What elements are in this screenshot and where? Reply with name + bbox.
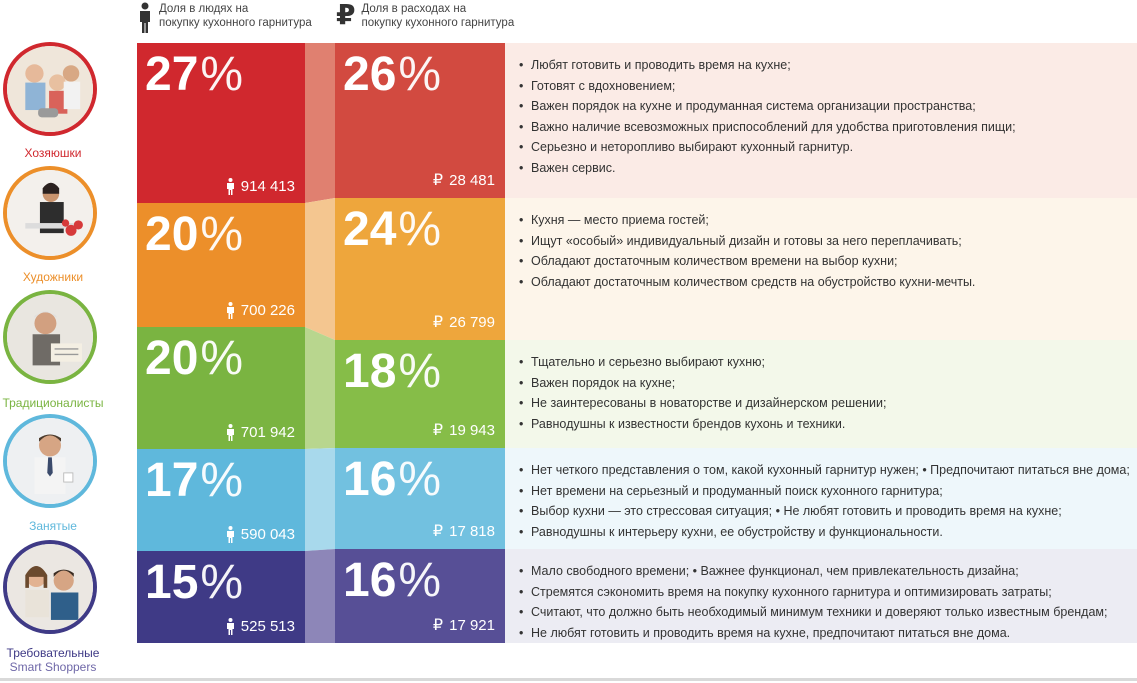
trait-item: Не заинтересованы в новаторстве и дизайн… <box>519 393 1127 414</box>
trait-item: Ищут «особый» индивидуальный дизайн и го… <box>519 231 1127 252</box>
connector-segment-2 <box>305 198 335 340</box>
trait-item: Серьезно и неторопливо выбирают кухонный… <box>519 137 1127 158</box>
connector-segment-4 <box>305 448 335 551</box>
spend-pct-artists: 24% <box>343 203 442 256</box>
spend-share-header: ₽ Доля в расходах на покупку кухонного г… <box>336 0 515 30</box>
people-pct-artists: 20% <box>145 208 244 261</box>
trait-item: Выбор кухни — это стрессовая ситуация; •… <box>519 501 1127 522</box>
elderly-man-reading-photo <box>7 294 93 380</box>
traits-busy: Нет четкого представления о том, какой к… <box>505 448 1137 549</box>
people-count-artists: 700 226 <box>226 302 295 319</box>
people-bar-smart-shoppers: 15% 525 513 <box>137 551 305 643</box>
connector-segment-1 <box>305 43 335 203</box>
people-pct-busy: 17% <box>145 454 244 507</box>
trait-item: Готовят с вдохновением; <box>519 76 1127 97</box>
trait-item: Обладают достаточным количеством средств… <box>519 272 1127 293</box>
trait-item: Важен порядок на кухне и продуманная сис… <box>519 96 1127 117</box>
ruble-icon: ₽ <box>432 172 444 189</box>
trait-item: Любят готовить и проводить время на кухн… <box>519 55 1127 76</box>
traits-traditionalists: Тщательно и серьезно выбирают кухню; Важ… <box>505 340 1137 448</box>
trait-item: Нет времени на серьезный и продуманный п… <box>519 481 1127 502</box>
connector-segment-3 <box>305 327 335 449</box>
trait-item: Кухня — место приема гостей; <box>519 210 1127 231</box>
person-icon <box>226 178 234 195</box>
people-bar-housewives: 27% 914 413 <box>137 43 305 203</box>
ruble-icon: ₽ <box>336 0 356 30</box>
young-couple-photo <box>7 544 93 630</box>
people-count-traditionalists: 701 942 <box>226 424 295 441</box>
ruble-icon: ₽ <box>432 314 444 331</box>
spend-value-smart-shoppers: ₽ 17 921 <box>432 616 495 635</box>
spend-pct-housewives: 26% <box>343 48 442 101</box>
people-pct-housewives: 27% <box>145 48 244 101</box>
spend-value-traditionalists: ₽ 19 943 <box>432 421 495 440</box>
people-bar-busy: 17% 590 043 <box>137 449 305 551</box>
trait-item: Считают, что должно быть необходимый мин… <box>519 602 1127 623</box>
trait-item: Важен сервис. <box>519 158 1127 179</box>
trait-item: Не любят готовить и проводить время на к… <box>519 623 1127 644</box>
people-bar-artists: 20% 700 226 <box>137 203 305 327</box>
trait-item: Обладают достаточным количеством времени… <box>519 251 1127 272</box>
people-count-busy: 590 043 <box>226 526 295 543</box>
people-pct-traditionalists: 20% <box>145 332 244 385</box>
spend-share-label: Доля в расходах на покупку кухонного гар… <box>361 3 515 29</box>
connector-segment-5 <box>305 549 335 643</box>
segment-label-smart-shoppers: Требовательные Smart Shoppers <box>6 646 100 674</box>
person-icon <box>140 2 150 33</box>
people-count-housewives: 914 413 <box>226 178 295 195</box>
people-pct-smart-shoppers: 15% <box>145 556 244 609</box>
spend-pct-traditionalists: 18% <box>343 345 442 398</box>
spend-pct-smart-shoppers: 16% <box>343 554 442 607</box>
people-count-smart-shoppers: 525 513 <box>226 618 295 635</box>
spend-bar-smart-shoppers: 16% ₽ 17 921 <box>335 549 505 643</box>
trait-item: Важно наличие всевозможных приспособлени… <box>519 117 1127 138</box>
businessman-photo <box>7 418 93 504</box>
trait-item: Равнодушны к известности брендов кухонь … <box>519 414 1127 435</box>
segment-label-busy: Занятые <box>29 519 77 533</box>
segment-label-artists: Художники <box>22 270 84 284</box>
ruble-icon: ₽ <box>432 617 444 634</box>
spend-bar-busy: 16% ₽ 17 818 <box>335 448 505 549</box>
avatar-artists <box>3 166 97 260</box>
people-share-header: Доля в людях на покупку кухонного гарнит… <box>137 2 312 34</box>
traits-artists: Кухня — место приема гостей; Ищут «особы… <box>505 198 1137 340</box>
people-share-label: Доля в людях на покупку кухонного гарнит… <box>159 3 312 29</box>
ruble-icon: ₽ <box>432 422 444 439</box>
trait-item: Важен порядок на кухне; <box>519 373 1127 394</box>
family-cooking-photo <box>7 46 93 132</box>
person-icon <box>226 618 234 635</box>
spend-bar-traditionalists: 18% ₽ 19 943 <box>335 340 505 448</box>
segment-label-housewives: Хозяюшки <box>24 146 82 160</box>
woman-hosting-photo <box>7 170 93 256</box>
avatar-housewives <box>3 42 97 136</box>
traits-smart-shoppers: Мало свободного времени; • Важнее функци… <box>505 549 1137 643</box>
avatar-busy <box>3 414 97 508</box>
segment-label-traditionalists: Традиционалисты <box>2 396 104 410</box>
column-connectors <box>305 43 335 643</box>
avatar-traditionalists <box>3 290 97 384</box>
ruble-icon: ₽ <box>432 523 444 540</box>
person-icon <box>226 424 234 441</box>
traits-housewives: Любят готовить и проводить время на кухн… <box>505 43 1137 198</box>
spend-bar-artists: 24% ₽ 26 799 <box>335 198 505 340</box>
people-bar-traditionalists: 20% 701 942 <box>137 327 305 449</box>
person-icon <box>226 526 234 543</box>
spend-value-artists: ₽ 26 799 <box>432 313 495 332</box>
spend-value-busy: ₽ 17 818 <box>432 522 495 541</box>
spend-bar-housewives: 26% ₽ 28 481 <box>335 43 505 198</box>
avatar-smart-shoppers <box>3 540 97 634</box>
trait-item: Мало свободного времени; • Важнее функци… <box>519 561 1127 582</box>
trait-item: Тщательно и серьезно выбирают кухню; <box>519 352 1127 373</box>
spend-value-housewives: ₽ 28 481 <box>432 171 495 190</box>
bottom-divider <box>0 678 1137 681</box>
person-icon <box>226 302 234 319</box>
trait-item: Нет четкого представления о том, какой к… <box>519 460 1130 481</box>
spend-pct-busy: 16% <box>343 453 442 506</box>
trait-item: Стремятся сэкономить время на покупку ку… <box>519 582 1127 603</box>
trait-item: Равнодушны к интерьеру кухни, ее обустро… <box>519 522 1127 543</box>
